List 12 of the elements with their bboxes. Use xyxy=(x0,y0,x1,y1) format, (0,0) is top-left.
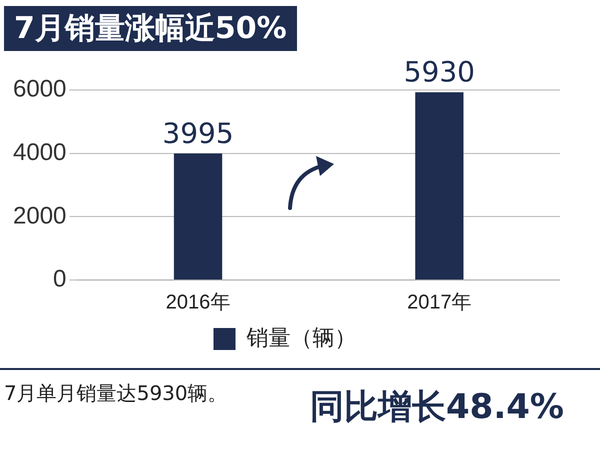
data-label: 3995 xyxy=(162,116,234,150)
chart-title: 7月销量涨幅近50% xyxy=(4,6,297,51)
legend-label: 销量（辆） xyxy=(246,325,356,350)
y-tick-label: 4000 xyxy=(13,138,66,166)
y-tick-label: 0 xyxy=(53,266,66,293)
text: 7月单月销量达5930辆。 xyxy=(4,380,229,407)
data-label: 5930 xyxy=(404,56,475,88)
y-tick-label: 2000 xyxy=(13,202,66,230)
y-tick-label: 6000 xyxy=(13,76,66,103)
text: 同比增长48.4% xyxy=(310,386,564,429)
x-tick-label: 2016年 xyxy=(166,292,230,314)
x-tick-label: 2017年 xyxy=(407,292,472,314)
